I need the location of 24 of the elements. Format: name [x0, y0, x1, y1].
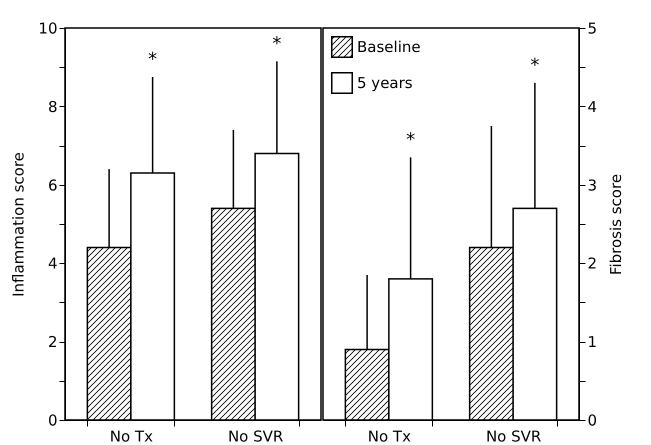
y2-tick-label: 0 [588, 412, 598, 430]
y2-tick-label: 2 [588, 254, 598, 273]
x-tick-label: No Tx [368, 428, 412, 445]
annotation: * [406, 129, 416, 150]
y-tick-label: 4 [48, 254, 58, 273]
y-axis-title: Inflammation score [9, 152, 28, 297]
annotation: * [148, 49, 158, 70]
y2-tick-label: 1 [588, 333, 598, 352]
y2-axis-title: Fibrosis score [607, 174, 626, 276]
y-tick-label: 2 [48, 333, 58, 352]
x-tick-label: No Tx [110, 428, 154, 445]
y-tick-label: 10 [38, 20, 58, 38]
y-tick-label: 6 [48, 176, 58, 194]
y2-tick-label: 3 [588, 176, 598, 194]
legend-label: Baseline [357, 38, 421, 56]
x-tick-label: No SVR [486, 428, 542, 445]
y2-tick-label: 4 [588, 98, 598, 116]
legend-label: 5 years [357, 74, 413, 92]
y2-tick-label: 5 [588, 20, 598, 38]
annotation: * [530, 54, 540, 76]
y-tick-label: 8 [48, 98, 58, 116]
y-tick-label: 0 [48, 412, 58, 430]
annotation: * [272, 33, 282, 54]
x-tick-label: No SVR [228, 428, 284, 445]
